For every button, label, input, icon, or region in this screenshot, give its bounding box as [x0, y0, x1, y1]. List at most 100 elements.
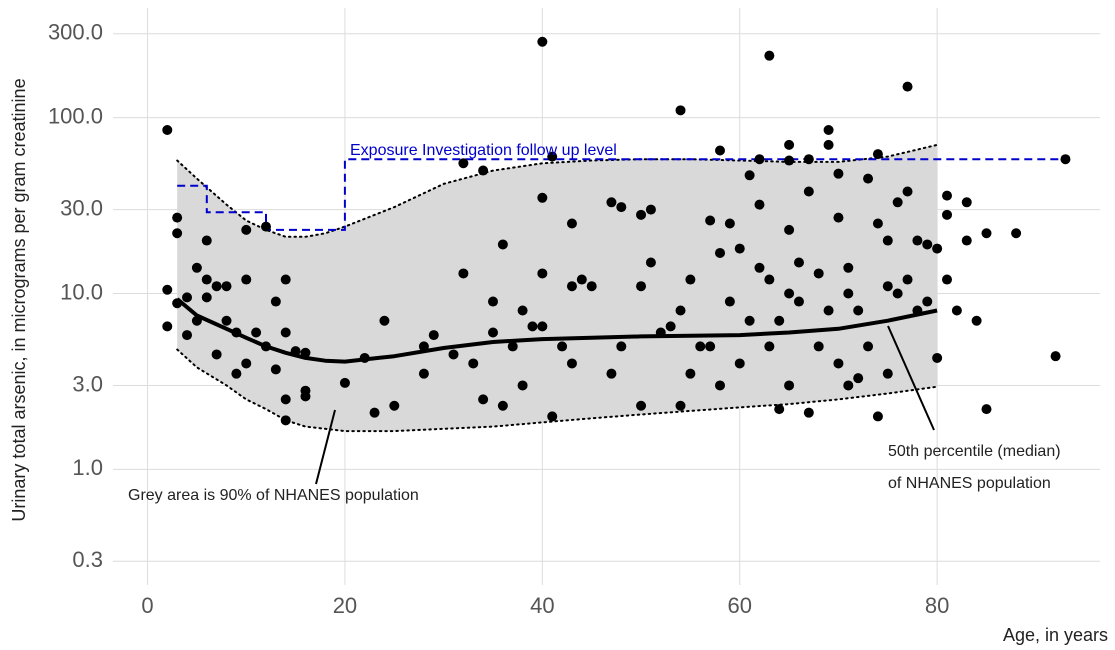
- median-line: [175, 297, 938, 364]
- data-point: [784, 155, 795, 166]
- data-point: [932, 243, 943, 254]
- data-point: [863, 173, 874, 184]
- data-point: [793, 296, 804, 307]
- data-point: [695, 341, 706, 352]
- data-point: [675, 105, 686, 116]
- data-point: [537, 192, 548, 203]
- data-point: [705, 215, 716, 226]
- x-axis-title: Age, in years: [1003, 625, 1108, 645]
- follow-up-line: [177, 158, 1066, 231]
- data-point: [803, 407, 814, 418]
- data-point: [172, 228, 183, 239]
- data-point: [251, 327, 262, 338]
- data-point: [784, 288, 795, 299]
- data-point: [616, 202, 627, 213]
- data-point: [557, 341, 568, 352]
- data-point: [981, 228, 992, 239]
- data-point: [270, 364, 281, 375]
- data-point: [636, 400, 647, 411]
- data-point: [241, 358, 252, 369]
- data-point: [813, 341, 824, 352]
- data-point: [872, 411, 883, 422]
- data-point: [675, 400, 686, 411]
- y-tick-label: 100.0: [48, 103, 103, 128]
- data-point: [487, 327, 498, 338]
- data-point: [813, 268, 824, 279]
- data-point: [754, 199, 765, 210]
- data-point: [537, 321, 548, 332]
- data-point: [715, 380, 726, 391]
- data-point: [576, 274, 587, 285]
- y-tick-label: 1.0: [72, 455, 103, 480]
- data-point: [685, 368, 696, 379]
- data-point: [912, 235, 923, 246]
- data-point: [981, 404, 992, 415]
- data-point: [715, 145, 726, 156]
- data-point: [1011, 228, 1022, 239]
- y-tick-label: 0.3: [72, 547, 103, 572]
- data-point: [260, 221, 271, 232]
- data-point: [774, 315, 785, 326]
- data-point: [843, 262, 854, 273]
- data-point: [172, 212, 183, 223]
- data-point: [863, 341, 874, 352]
- data-point: [162, 284, 173, 295]
- band-fill: [177, 144, 938, 432]
- data-point: [606, 368, 617, 379]
- data-point: [715, 247, 726, 258]
- data-point: [665, 321, 676, 332]
- data-point: [764, 274, 775, 285]
- data-point: [734, 358, 745, 369]
- data-point: [902, 274, 913, 285]
- data-point: [211, 349, 222, 360]
- data-point: [201, 235, 212, 246]
- data-point: [300, 391, 311, 402]
- data-point: [182, 330, 193, 341]
- data-point: [823, 139, 834, 150]
- data-point: [241, 224, 252, 235]
- data-point: [636, 281, 647, 292]
- data-point: [547, 411, 558, 422]
- y-tick-label: 30.0: [60, 195, 103, 220]
- data-point: [182, 292, 193, 303]
- data-point: [744, 315, 755, 326]
- data-point: [685, 274, 696, 285]
- band-upper: [176, 143, 939, 238]
- data-point: [734, 243, 745, 254]
- data-point: [942, 209, 953, 220]
- data-point: [221, 281, 232, 292]
- data-point: [280, 274, 291, 285]
- y-axis-title: Urinary total arsenic, in micrograms per…: [9, 78, 29, 521]
- annotation: of NHANES population: [888, 475, 1051, 492]
- data-point: [566, 281, 577, 292]
- data-point: [418, 368, 429, 379]
- data-point: [478, 394, 489, 405]
- data-point: [803, 186, 814, 197]
- data-point: [191, 262, 202, 273]
- data-point: [892, 197, 903, 208]
- data-point: [280, 327, 291, 338]
- data-point: [389, 400, 400, 411]
- data-point: [1060, 154, 1071, 165]
- data-point: [280, 394, 291, 405]
- annotation: Grey area is 90% of NHANES population: [128, 487, 419, 504]
- x-tick-label: 40: [530, 593, 554, 618]
- data-point: [468, 358, 479, 369]
- data-point: [201, 274, 212, 285]
- data-point: [951, 305, 962, 316]
- data-point: [517, 380, 528, 391]
- data-point: [379, 315, 390, 326]
- data-point: [764, 50, 775, 61]
- data-point: [882, 281, 893, 292]
- data-point: [231, 368, 242, 379]
- data-point: [211, 281, 222, 292]
- data-point: [537, 268, 548, 279]
- annotation: Exposure Investigation follow up level: [350, 142, 617, 159]
- data-point: [942, 190, 953, 201]
- band-lower: [176, 348, 939, 433]
- data-point: [764, 341, 775, 352]
- data-point: [803, 154, 814, 165]
- data-point: [971, 315, 982, 326]
